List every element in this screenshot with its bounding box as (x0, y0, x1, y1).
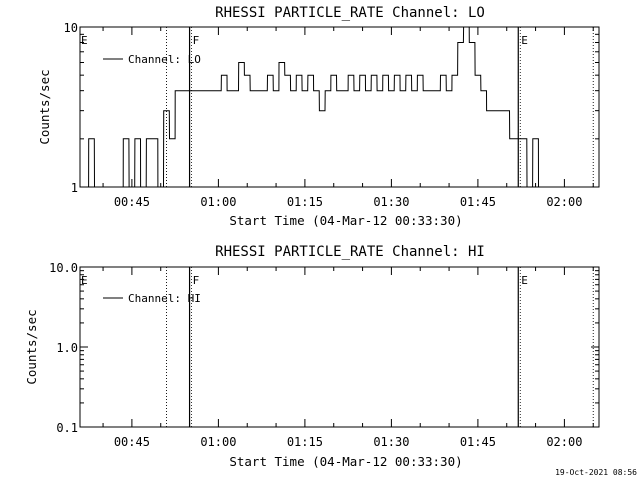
x-tick-label: 00:45 (114, 195, 150, 209)
y-tick-label: 10 (64, 21, 78, 35)
x-tick-label: 01:00 (200, 195, 236, 209)
plot-frame-lo (79, 26, 600, 188)
y-tick-label: 1.0 (56, 341, 78, 355)
ticks-lo: 00:45 01:00 01:15 01:30 01:45 02:00 1 10 (64, 21, 599, 209)
marker-label: E (521, 34, 528, 47)
series-line (83, 26, 591, 188)
chart-title-hi: RHESSI PARTICLE_RATE Channel: HI (215, 244, 485, 260)
footer-timestamp: 19-Oct-2021 08:56 (555, 468, 637, 477)
legend-label-hi: Channel: HI (128, 292, 201, 305)
x-tick-label: 01:00 (200, 435, 236, 449)
chart-title-lo: RHESSI PARTICLE_RATE Channel: LO (215, 5, 485, 21)
panel-lo: RHESSI PARTICLE_RATE Channel: LO Counts/… (37, 5, 600, 228)
x-tick-label: 01:45 (460, 195, 496, 209)
ticks-hi: 00:45 01:00 01:15 01:30 01:45 02:00 0.1 1.0 10.0 (49, 261, 599, 449)
x-tick-label: 01:15 (287, 195, 323, 209)
x-tick-label: 02:00 (546, 195, 582, 209)
ylabel-hi: Counts/sec (24, 309, 39, 384)
y-tick-label: 1 (71, 181, 78, 195)
xlabel-lo: Start Time (04-Mar-12 00:33:30) (229, 213, 462, 228)
marker-label: E (81, 274, 88, 287)
x-tick-label: 01:30 (373, 195, 409, 209)
ylabel-lo: Counts/sec (37, 69, 52, 144)
xlabel-hi: Start Time (04-Mar-12 00:33:30) (229, 454, 462, 469)
panel-hi: RHESSI PARTICLE_RATE Channel: HI Counts/… (24, 244, 600, 469)
y-tick-label: 0.1 (56, 421, 78, 435)
plot-frame-hi (79, 266, 600, 428)
x-tick-label: 01:45 (460, 435, 496, 449)
x-tick-label: 01:30 (373, 435, 409, 449)
marker-label: E (81, 34, 88, 47)
x-tick-label: 00:45 (114, 435, 150, 449)
marker-label: F (193, 34, 200, 47)
y-tick-label: 10.0 (49, 261, 78, 275)
marker-label: E (521, 274, 528, 287)
x-tick-label: 02:00 (546, 435, 582, 449)
legend-label-lo: Channel: LO (128, 53, 201, 66)
series-lo (83, 26, 591, 188)
x-tick-label: 01:15 (287, 435, 323, 449)
marker-label: F (193, 274, 200, 287)
